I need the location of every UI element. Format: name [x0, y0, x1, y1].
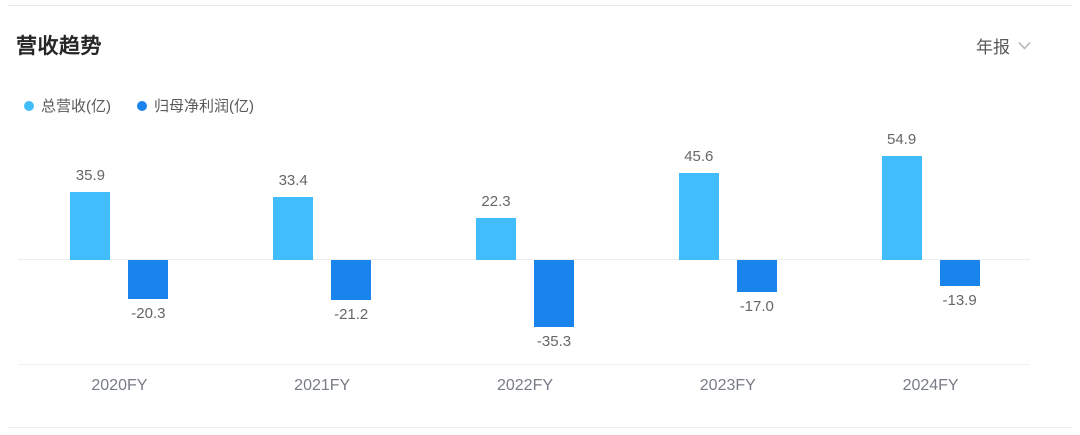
bar-chart: 35.9 -20.3 33.4 -21.2 22.3 -35.3 45.6 -17.0 54.9…	[18, 120, 1032, 365]
period-dropdown-label: 年报	[976, 37, 1010, 57]
legend-label-net-profit: 归母净利润(亿)	[154, 98, 254, 115]
bar-net-profit-2020fy[interactable]	[128, 260, 169, 299]
bar-net-profit-2023fy[interactable]	[736, 260, 777, 293]
bar-value-label-total-revenue-2020fy: 35.9	[75, 166, 105, 184]
period-dropdown[interactable]: 年报	[976, 33, 1032, 58]
bar-value-label-net-profit-2020fy: -20.3	[131, 304, 166, 322]
bar-total-revenue-2024fy[interactable]	[881, 155, 922, 260]
legend-item-net-profit[interactable]: 归母净利润(亿)	[137, 95, 254, 116]
bar-value-label-total-revenue-2024fy: 54.9	[886, 130, 917, 148]
legend-dot-total-revenue	[24, 100, 34, 111]
bar-total-revenue-2022fy[interactable]	[476, 217, 516, 260]
chart-legend: 总营收(亿) 归母净利润(亿)	[24, 95, 254, 116]
legend-dot-net-profit	[137, 100, 147, 111]
bar-net-profit-2022fy[interactable]	[534, 260, 574, 328]
bar-total-revenue-2021fy[interactable]	[273, 196, 314, 260]
bar-net-profit-2024fy[interactable]	[939, 260, 980, 287]
x-axis-label-2021fy: 2021FY	[294, 377, 351, 394]
bar-value-label-net-profit-2022fy: -35.3	[536, 333, 572, 351]
top-divider	[8, 5, 1072, 6]
chevron-down-icon	[1018, 42, 1031, 50]
x-axis-line	[18, 364, 1030, 365]
panel-header: 营收趋势 年报	[16, 30, 1032, 60]
x-axis-label-2024fy: 2024FY	[902, 377, 959, 394]
bar-total-revenue-2020fy[interactable]	[70, 191, 111, 260]
bottom-divider	[8, 427, 1072, 428]
legend-label-total-revenue: 总营收(亿)	[41, 98, 111, 115]
bar-total-revenue-2023fy[interactable]	[678, 173, 719, 260]
zero-axis-line	[18, 259, 1030, 260]
bar-value-label-total-revenue-2022fy: 22.3	[481, 192, 511, 210]
bar-value-label-total-revenue-2021fy: 33.4	[278, 171, 308, 189]
bar-net-profit-2021fy[interactable]	[331, 260, 372, 301]
x-axis-label-2023fy: 2023FY	[699, 377, 756, 394]
bar-value-label-net-profit-2023fy: -17.0	[739, 298, 774, 316]
bar-value-label-total-revenue-2023fy: 45.6	[684, 148, 714, 166]
x-axis-label-2022fy: 2022FY	[496, 377, 554, 394]
bar-value-label-net-profit-2024fy: -13.9	[942, 292, 977, 310]
panel-title: 营收趋势	[16, 35, 102, 58]
x-axis-labels: 2020FY 2021FY 2022FY 2023FY 2024FY	[18, 377, 1032, 395]
x-axis-label-2020fy: 2020FY	[91, 377, 148, 394]
bar-value-label-net-profit-2021fy: -21.2	[334, 306, 369, 324]
legend-item-total-revenue[interactable]: 总营收(亿)	[24, 95, 111, 116]
